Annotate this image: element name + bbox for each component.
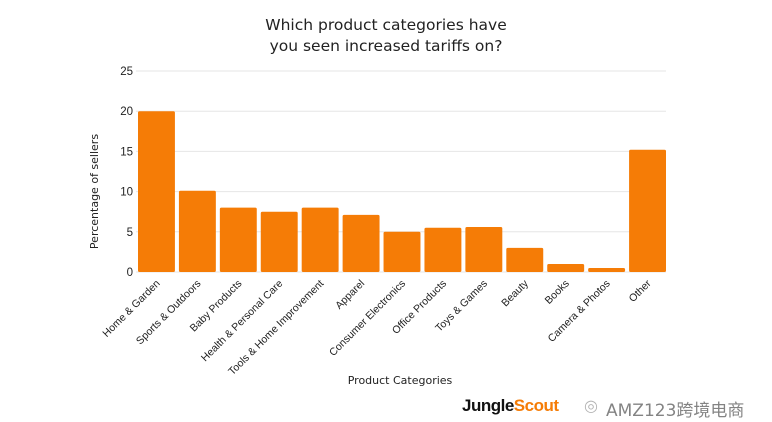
- y-tick-label: 15: [120, 146, 133, 158]
- y-axis-label: Percentage of sellers: [88, 134, 101, 249]
- y-tick-label: 10: [120, 187, 133, 199]
- y-tick-label: 5: [127, 227, 133, 239]
- y-tick-label: 20: [120, 106, 133, 118]
- bar-tools-home-improvement: [301, 207, 339, 272]
- x-axis-label: Product Categories: [348, 374, 453, 387]
- x-tick-label: Books: [543, 278, 572, 307]
- bar-sports-outdoors: [178, 190, 216, 272]
- bar-health-personal-care: [260, 211, 298, 272]
- bar-home-garden: [138, 111, 175, 272]
- bar-office-products: [424, 227, 462, 272]
- bar-other: [629, 149, 666, 272]
- x-tick-label: Other: [627, 277, 654, 304]
- chart-title-line-2: you seen increased tariffs on?: [269, 37, 503, 55]
- bar-toys-games: [465, 226, 503, 272]
- bar-beauty: [506, 247, 544, 272]
- jungle-scout-logo: JungleScout: [462, 396, 559, 415]
- bar-books: [547, 263, 585, 272]
- x-tick-label: Consumer Electronics: [327, 278, 408, 359]
- y-tick-label: 0: [127, 267, 133, 279]
- watermark: AMZ123跨境电商: [606, 401, 745, 421]
- bar-consumer-electronics: [383, 231, 421, 272]
- x-tick-label: Health & Personal Care: [199, 278, 286, 365]
- y-tick-label: 25: [120, 66, 133, 78]
- bar-camera-photos: [588, 267, 626, 272]
- chart-title: Which product categories have you seen i…: [0, 15, 772, 57]
- wechat-icon: ◎: [584, 396, 598, 415]
- x-tick-label: Beauty: [499, 277, 531, 309]
- chart-title-line-1: Which product categories have: [265, 16, 507, 34]
- x-tick-label: Apparel: [333, 278, 367, 312]
- bar-baby-products: [219, 207, 257, 272]
- bar-apparel: [342, 214, 380, 272]
